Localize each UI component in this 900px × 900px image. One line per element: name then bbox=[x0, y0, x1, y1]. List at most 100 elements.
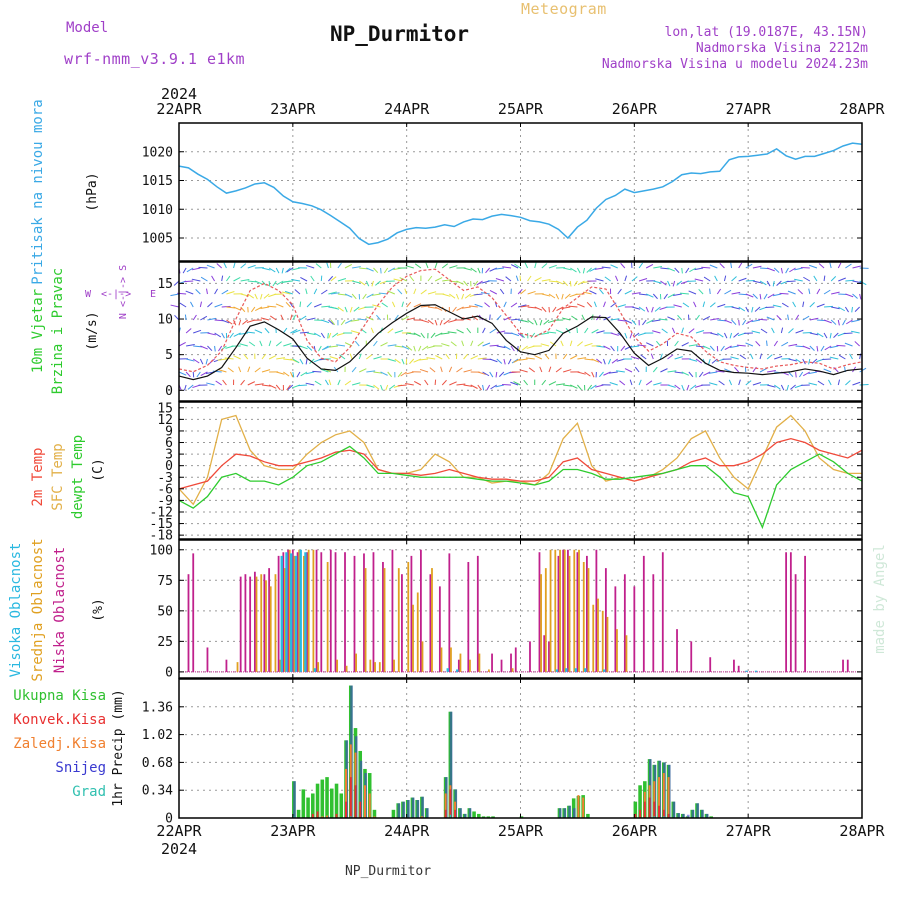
y-tick-label: 1020 bbox=[142, 145, 173, 160]
wind-barb bbox=[420, 319, 430, 323]
wind-barb bbox=[420, 332, 425, 339]
wind-barb bbox=[541, 379, 547, 386]
snow-bar bbox=[691, 809, 695, 818]
wind-barb bbox=[284, 290, 293, 295]
wind-barb bbox=[534, 276, 542, 282]
wind-barb bbox=[406, 301, 412, 308]
wind-barb bbox=[620, 262, 626, 269]
wind-barb bbox=[630, 345, 640, 348]
wind-barb bbox=[780, 384, 785, 391]
wind-barb bbox=[401, 358, 405, 365]
wind-barb bbox=[822, 358, 832, 361]
wind-barb bbox=[292, 314, 297, 321]
coords-label: lon,lat (19.0187E, 43.15N) bbox=[664, 25, 869, 40]
wind-barb bbox=[409, 275, 415, 282]
pressure-line bbox=[178, 142, 863, 246]
wind-barb bbox=[393, 278, 403, 282]
wind-barb bbox=[245, 331, 255, 334]
wind-barb bbox=[638, 306, 646, 312]
wind-barb bbox=[471, 315, 479, 321]
wind-barb bbox=[650, 353, 654, 360]
wind-barb bbox=[667, 354, 674, 360]
wind-barb bbox=[652, 293, 658, 300]
elevation-label: Nadmorska Visina 2212m bbox=[695, 41, 868, 56]
wind-barb bbox=[477, 341, 484, 347]
wind-barb bbox=[510, 332, 520, 337]
wind-barb bbox=[315, 263, 322, 269]
wind-barb bbox=[667, 293, 675, 299]
model-elevation-label: Nadmorska Visina u modelu 2024.23m bbox=[601, 57, 868, 72]
wind-barb bbox=[463, 280, 469, 287]
wind-barb bbox=[299, 315, 307, 321]
wind-barb bbox=[759, 353, 762, 360]
wind-barb bbox=[247, 381, 256, 386]
wind-barb bbox=[324, 379, 329, 386]
wind-barb bbox=[299, 301, 302, 308]
wind-barb bbox=[328, 332, 332, 339]
wind-barb bbox=[525, 357, 535, 360]
wind-barb bbox=[651, 306, 654, 313]
wind-barb bbox=[724, 345, 732, 351]
wind-barb bbox=[739, 354, 747, 360]
wind-barb bbox=[681, 342, 689, 347]
wind-barb bbox=[495, 278, 505, 282]
wind-barb bbox=[851, 319, 860, 323]
wind-barb bbox=[276, 371, 285, 375]
wind-barb bbox=[275, 341, 282, 347]
wind-barb bbox=[584, 371, 591, 377]
total-precip-bar bbox=[709, 816, 714, 818]
wind-barb bbox=[589, 290, 597, 295]
wind-barb bbox=[569, 280, 572, 287]
wind-barb bbox=[646, 319, 654, 324]
y-tick-label: 1.02 bbox=[142, 728, 173, 743]
wind-barb bbox=[275, 303, 284, 308]
wind-barb bbox=[677, 314, 683, 321]
wind-barb bbox=[595, 278, 604, 282]
wind-barb bbox=[837, 262, 842, 269]
wind-barb bbox=[503, 345, 511, 351]
wind-barb bbox=[766, 267, 775, 272]
wind-barb bbox=[823, 319, 832, 324]
total-precip-bar bbox=[633, 801, 638, 818]
wind-barb bbox=[808, 288, 811, 295]
wind-barb bbox=[693, 301, 697, 308]
wind-barb bbox=[548, 280, 558, 283]
wind-barb bbox=[773, 384, 781, 390]
wind-barb bbox=[291, 267, 301, 271]
wind-barb bbox=[496, 358, 503, 364]
wind-barb bbox=[362, 293, 367, 300]
wind-barb bbox=[185, 290, 194, 295]
wind-barb bbox=[464, 293, 472, 299]
wind-barb bbox=[759, 367, 767, 373]
wind-barb bbox=[688, 358, 698, 362]
wind-barb bbox=[674, 384, 681, 390]
wind-barb bbox=[439, 319, 443, 326]
wind-barb bbox=[306, 332, 316, 336]
wind-barb bbox=[698, 288, 704, 295]
wind-barb bbox=[510, 264, 519, 269]
wind-barb bbox=[388, 384, 396, 390]
wind-barb bbox=[221, 305, 231, 308]
wind-barb bbox=[709, 382, 718, 386]
wind-barb bbox=[809, 264, 818, 269]
snow-bar bbox=[573, 808, 576, 818]
wind-barb bbox=[482, 384, 485, 391]
wind-barb bbox=[637, 344, 647, 347]
snow-bar bbox=[672, 801, 676, 818]
wind-barb bbox=[233, 355, 241, 360]
wind-barb bbox=[584, 358, 594, 361]
y-tick-label: 100 bbox=[150, 543, 173, 558]
wind-barb bbox=[745, 263, 753, 269]
wind-barb bbox=[838, 277, 846, 282]
wind-barb bbox=[505, 276, 512, 282]
wind-barb bbox=[738, 277, 747, 282]
wind-barb bbox=[394, 330, 403, 334]
wind-barb bbox=[353, 306, 360, 312]
wind-barb bbox=[496, 314, 502, 321]
wind-barb bbox=[387, 290, 396, 295]
wind-barb bbox=[521, 345, 528, 351]
wind-barb bbox=[581, 314, 585, 321]
wind-barb bbox=[263, 293, 270, 299]
x-day-label-top: 24APR bbox=[384, 100, 430, 118]
wind-barb bbox=[272, 280, 277, 287]
